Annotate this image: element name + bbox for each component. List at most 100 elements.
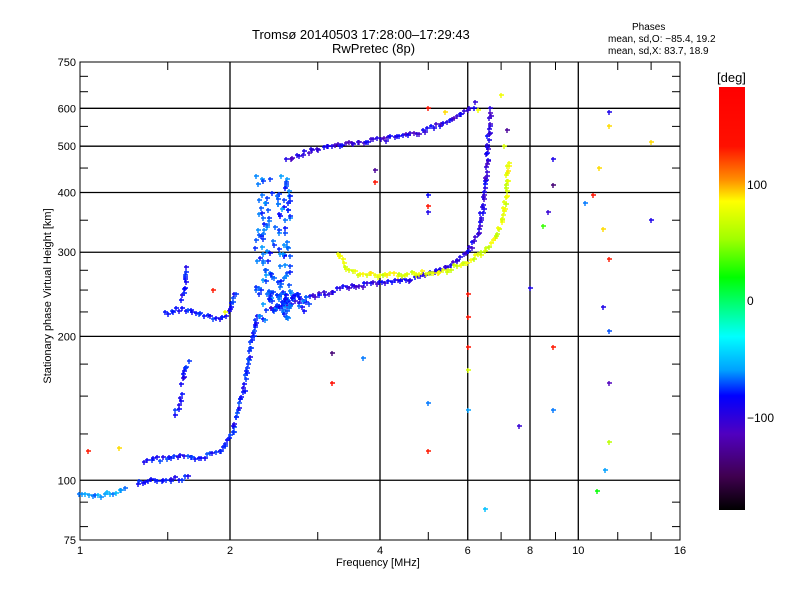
trace-point-2f2-o	[462, 109, 467, 114]
scatter-point	[466, 408, 471, 413]
scatter-point	[601, 227, 606, 232]
cluster-point-f2-o-low	[267, 289, 272, 294]
cluster-point-f2-o-low	[296, 292, 301, 297]
trace-point-f1-branch	[208, 314, 213, 319]
cluster-point-f2-o-low	[271, 308, 276, 313]
colorbar-tick-minus-100: −100	[747, 411, 775, 425]
cluster-point-f1-cusp	[285, 240, 290, 245]
trace-point-f2-x	[479, 250, 484, 255]
trace-point-es	[173, 475, 178, 480]
trace-point-f2-x	[420, 269, 425, 274]
trace-point-f2-x	[338, 254, 343, 259]
cluster-point-f1-cusp	[261, 237, 266, 242]
trace-point-f1-rise	[242, 382, 247, 387]
scatter-point	[591, 193, 596, 198]
cluster-point-f1-cusp	[272, 276, 277, 281]
y-tick-label: 300	[58, 247, 76, 259]
trace-point-e-low	[83, 492, 88, 497]
trace-point-f1-rise	[161, 455, 166, 460]
trace-point-f2-o	[466, 249, 471, 254]
trace-point-es	[146, 479, 151, 484]
trace-point-f1-rise	[232, 422, 237, 427]
cluster-point-f1-cusp	[261, 302, 266, 307]
trace-point-f2-o	[472, 239, 477, 244]
trace-point-2f2-o	[340, 143, 345, 148]
cluster-point-f1-cusp	[278, 214, 283, 219]
cluster-point-f1-cusp	[273, 225, 278, 230]
trace-point-f1-branch-4	[173, 413, 178, 418]
trace-point-f2-o	[485, 143, 490, 148]
cluster-point-f1-cusp	[286, 316, 291, 321]
trace-point-f2-x	[502, 200, 507, 205]
trace-point-f1-branch-2	[179, 298, 184, 303]
trace-point-f2-x	[400, 274, 405, 279]
cluster-point-f1-cusp	[268, 177, 273, 182]
cluster-point-f1-cusp	[259, 206, 264, 211]
trace-point-f2-x	[441, 268, 446, 273]
y-tick-label: 200	[58, 331, 76, 343]
trace-point-f2-o	[482, 190, 487, 195]
cluster-point-f2-o-low	[297, 304, 302, 309]
trace-point-2f2-o	[302, 149, 307, 154]
trace-point-f1-branch	[224, 314, 229, 319]
trace-point-f1-rise	[241, 386, 246, 391]
trace-point-f2-o	[361, 285, 366, 290]
x-tick-label: 10	[572, 545, 584, 557]
cluster-point-f2-o-low	[271, 290, 276, 295]
trace-point-f2-o	[371, 280, 376, 285]
cluster-point-f2-o-low	[279, 292, 284, 297]
trace-point-f2-o	[338, 286, 343, 291]
cluster-point-f1-cusp	[257, 198, 262, 203]
cluster-point-f2-o-low	[288, 289, 293, 294]
cluster-point-f1-cusp	[254, 174, 259, 179]
trace-point-2f2-o	[423, 130, 428, 135]
cluster-point-f1-cusp	[263, 268, 268, 273]
phases-x-stats: mean, sd,X: 83.7, 18.9	[608, 46, 709, 57]
x-tick-label: 6	[465, 545, 471, 557]
trace-point-2f2-o	[432, 126, 437, 131]
trace-point-f2-o	[317, 293, 322, 298]
trace-point-f1-rise	[169, 456, 174, 461]
cluster-point-f1-cusp	[257, 212, 262, 217]
trace-point-f1-rise	[252, 329, 257, 334]
trace-point-e-low	[119, 488, 124, 493]
cluster-point-f1-cusp	[260, 211, 265, 216]
trace-point-f2-o	[488, 131, 493, 136]
trace-point-f2-x	[504, 202, 509, 207]
scatter-point	[595, 489, 600, 494]
trace-point-f1-rise	[234, 415, 239, 420]
cluster-point-f1-cusp	[261, 278, 266, 283]
trace-point-f2-x	[365, 273, 370, 278]
trace-point-2f2-o	[382, 136, 387, 141]
trace-point-f2-x	[373, 273, 378, 278]
trace-point-f2-o	[438, 267, 443, 272]
trace-point-f2-x	[476, 252, 481, 257]
trace-point-2f2-o	[330, 144, 335, 149]
trace-point-f1-branch	[202, 314, 207, 319]
trace-point-2f2-o	[366, 140, 371, 145]
cluster-point-f1-cusp	[265, 196, 270, 201]
cluster-point-f1-cusp	[288, 214, 293, 219]
cluster-point-f1-cusp	[286, 246, 291, 251]
scatter-point	[426, 449, 431, 454]
scatter-point	[607, 124, 612, 129]
cluster-point-f1-cusp	[283, 186, 288, 191]
trace-point-f2-o	[383, 281, 388, 286]
trace-point-e-low	[111, 492, 116, 497]
cluster-point-f1-cusp	[261, 179, 266, 184]
scatter-point	[546, 210, 551, 215]
trace-point-f2-x	[344, 267, 349, 272]
scatter-point	[223, 310, 228, 315]
cluster-point-f1-cusp	[280, 207, 285, 212]
trace-point-f2-x	[465, 261, 470, 266]
trace-point-2f2-o	[388, 134, 393, 139]
trace-point-f1-rise	[248, 346, 253, 351]
trace-point-f2-x	[500, 217, 505, 222]
trace-point-f2-x	[405, 272, 410, 277]
trace-point-f2-x	[397, 272, 402, 277]
trace-point-f2-o	[390, 280, 395, 285]
trace-point-2f2-o	[455, 114, 460, 119]
trace-point-f1-rise	[246, 362, 251, 367]
cluster-point-f1-cusp	[284, 274, 289, 279]
trace-point-f2-x	[341, 257, 346, 262]
